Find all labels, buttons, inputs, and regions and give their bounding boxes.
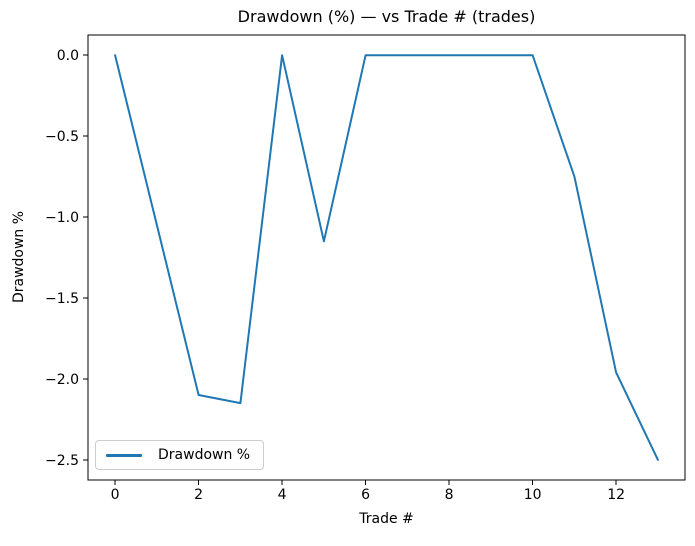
y-tick-label: −0.5 (45, 129, 79, 145)
y-tick-label: −1.5 (45, 291, 79, 307)
x-axis-label: Trade # (359, 511, 414, 527)
legend-line-sample-icon (106, 453, 142, 457)
drawdown-line (114, 54, 659, 461)
chart-title: Drawdown (%) — vs Trade # (trades) (237, 7, 536, 26)
x-tick-label: 10 (524, 487, 542, 503)
y-tick-label: −2.5 (45, 453, 79, 469)
legend-label: Drawdown % (158, 447, 251, 463)
x-tick-label: 0 (111, 487, 120, 503)
x-tick-label: 6 (361, 487, 370, 503)
x-tick-label: 12 (607, 487, 625, 503)
x-tick-label: 2 (194, 487, 203, 503)
y-tick-label: 0.0 (57, 48, 79, 64)
x-tick-label: 8 (445, 487, 454, 503)
y-tick-label: −1.0 (45, 210, 79, 226)
legend: Drawdown % (95, 440, 265, 470)
x-tick-label: 4 (278, 487, 287, 503)
y-tick-label: −2.0 (45, 372, 79, 388)
axes-frame (87, 34, 686, 481)
